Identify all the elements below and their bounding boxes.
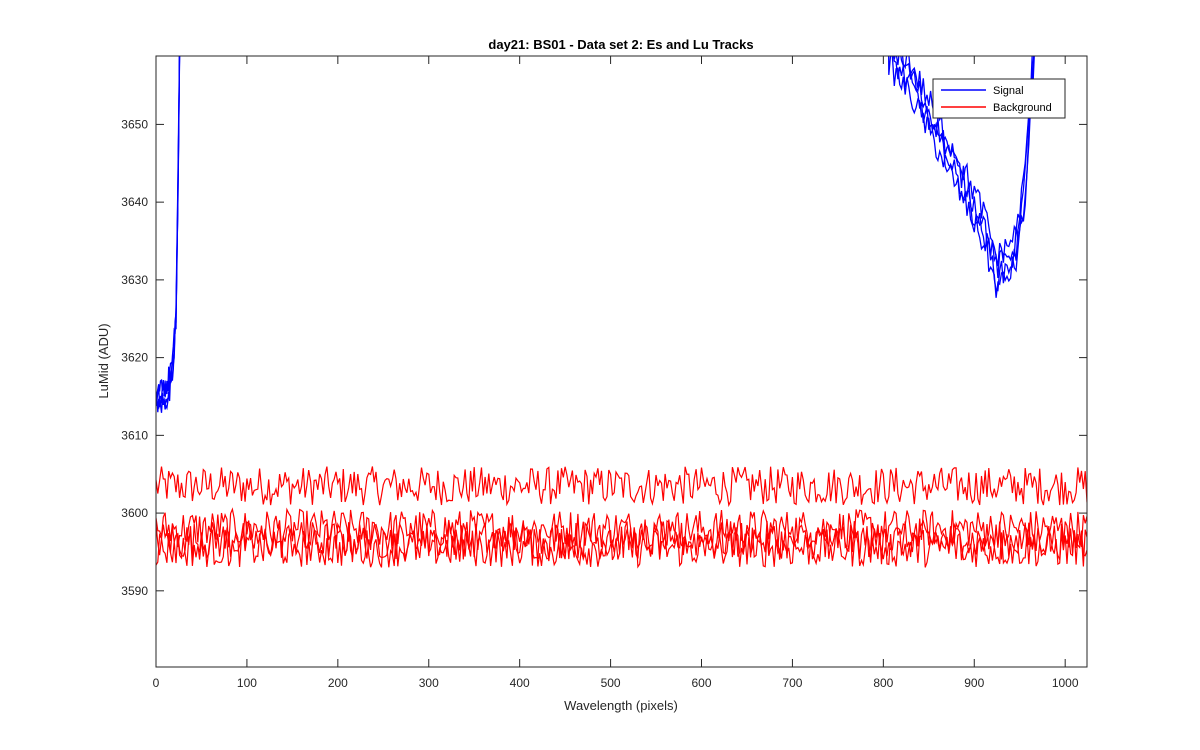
y-tick-label: 3620 [121, 351, 148, 365]
y-tick-label: 3610 [121, 428, 148, 442]
legend-box [932, 78, 1066, 119]
y-tick-label: 3640 [121, 195, 148, 209]
legend-label-signal: Signal [993, 85, 1024, 97]
plot-frame [155, 55, 1088, 668]
background-trace-1 [156, 466, 1087, 508]
y-tick-label: 3630 [121, 273, 148, 287]
chart-title: day21: BS01 - Data set 2: Es and Lu Trac… [488, 37, 753, 52]
y-tick-label: 3590 [121, 584, 148, 598]
x-tick-label: 800 [873, 676, 893, 690]
background-trace-2 [156, 507, 1087, 550]
x-tick-label: 600 [691, 676, 711, 690]
x-tick-label: 700 [782, 676, 802, 690]
signal-trace-left-3 [156, 56, 181, 413]
plot-area [156, 56, 1087, 667]
x-tick-label: 900 [964, 676, 984, 690]
y-tick-label: 3600 [121, 506, 148, 520]
y-tick-label: 3650 [121, 117, 148, 131]
signal-trace-right-3 [888, 56, 1035, 298]
signal-trace-left-4 [156, 56, 181, 402]
ticks-layer: 0 100 200 300 400 500 600 700 800 900 1000 3590 3600… [121, 56, 1087, 690]
x-tick-label: 300 [419, 676, 439, 690]
x-tick-label: 200 [328, 676, 348, 690]
legend-label-background: Background [993, 102, 1052, 114]
x-tick-label: 1000 [1052, 676, 1079, 690]
x-axis-label: Wavelength (pixels) [564, 698, 678, 713]
y-axis-label: LuMid (ADU) [96, 323, 111, 398]
x-tick-label: 400 [510, 676, 530, 690]
x-tick-label: 500 [601, 676, 621, 690]
signal-trace-right-2 [889, 56, 1035, 279]
signal-trace-right-4 [901, 56, 1033, 267]
background-trace-4 [156, 527, 1087, 569]
x-tick-label: 0 [153, 676, 160, 690]
x-tick-label: 100 [237, 676, 257, 690]
series-layer [156, 56, 1087, 569]
legend: Signal Background [932, 78, 1066, 119]
